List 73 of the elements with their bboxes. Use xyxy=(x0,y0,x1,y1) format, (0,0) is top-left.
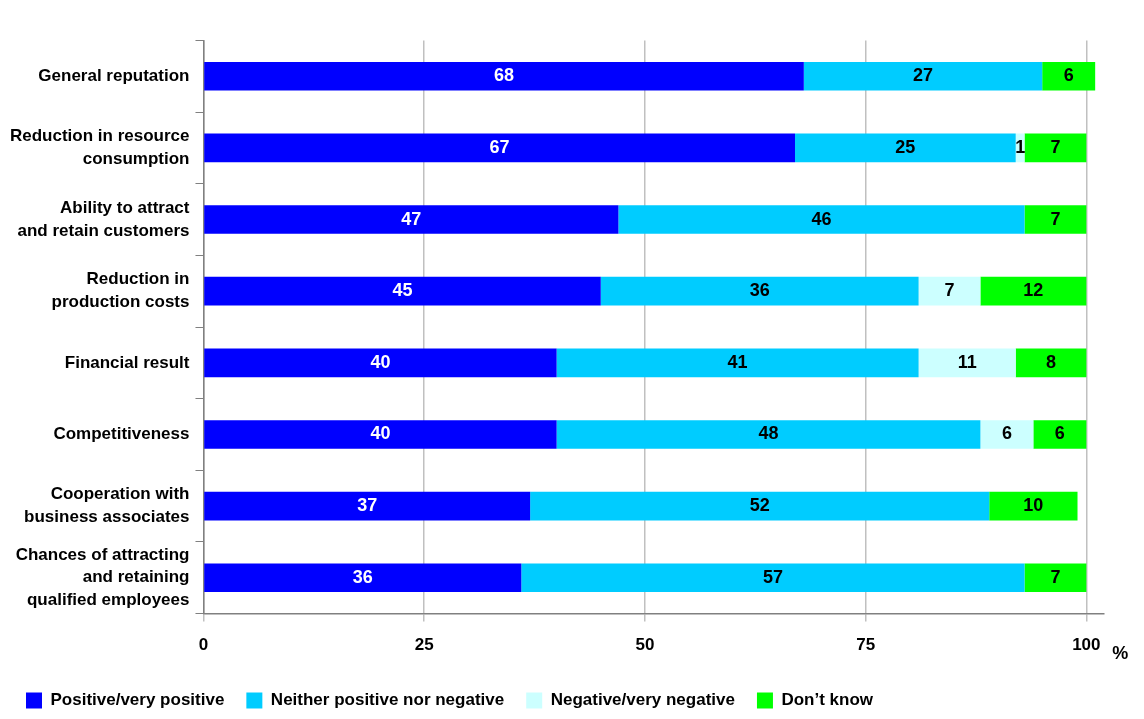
data-label: 6 xyxy=(1054,423,1065,444)
x-axis-title: % xyxy=(1112,642,1129,663)
bar xyxy=(1024,563,1087,593)
data-label: 7 xyxy=(944,280,955,301)
bar xyxy=(803,61,1043,91)
legend-label: Positive/very positive xyxy=(50,690,225,710)
data-label: 11 xyxy=(957,351,977,372)
bar xyxy=(204,491,531,521)
bar xyxy=(1042,61,1096,91)
bar xyxy=(918,276,981,306)
data-label: 36 xyxy=(352,566,373,587)
data-label: 48 xyxy=(758,423,779,444)
bar xyxy=(204,348,557,378)
x-tick-label: 100 xyxy=(1072,635,1101,655)
data-label: 37 xyxy=(357,495,378,516)
bar xyxy=(980,420,1034,449)
data-label: 46 xyxy=(811,208,832,229)
x-tick-label: 25 xyxy=(414,635,434,655)
data-label: 7 xyxy=(1050,136,1061,157)
data-label: 67 xyxy=(489,136,510,157)
data-label: 52 xyxy=(749,495,770,516)
legend-label: Don’t know xyxy=(781,690,874,710)
y-tick-label: Reduction in resource consumption xyxy=(10,126,190,169)
y-tick-label: Reduction in production costs xyxy=(51,269,190,312)
legend-label: Neither positive nor negative xyxy=(270,690,505,710)
data-label: 47 xyxy=(401,208,422,229)
bar xyxy=(918,348,1016,378)
bar xyxy=(618,205,1025,234)
bar xyxy=(204,563,522,593)
bar xyxy=(530,491,990,521)
bar xyxy=(980,276,1087,306)
y-tick-label: Chances of attracting and retaining qualified employees xyxy=(15,544,190,610)
data-label: 7 xyxy=(1050,566,1061,587)
bar xyxy=(521,563,1025,593)
data-label: 8 xyxy=(1046,351,1057,372)
x-tick-label: 50 xyxy=(635,635,655,655)
data-label: 7 xyxy=(1050,208,1061,229)
x-tick-label: 75 xyxy=(856,635,876,655)
bar xyxy=(1015,348,1087,378)
bar xyxy=(204,420,557,449)
bar xyxy=(1024,205,1087,234)
bar xyxy=(989,491,1078,521)
data-label: 6 xyxy=(1063,65,1074,86)
data-label: 57 xyxy=(762,566,783,587)
y-tick-label: Competitiveness xyxy=(53,424,190,444)
data-label: 12 xyxy=(1023,280,1044,301)
bar xyxy=(204,205,619,234)
y-tick-label: Financial result xyxy=(64,352,190,372)
x-tick-label: 0 xyxy=(198,635,209,655)
y-tick-label: Cooperation with business associates xyxy=(24,484,190,527)
bar xyxy=(204,61,804,91)
bar xyxy=(556,420,981,449)
bar xyxy=(600,276,919,306)
data-label: 40 xyxy=(370,351,391,372)
y-tick-label: General reputation xyxy=(38,65,190,85)
data-label: 41 xyxy=(727,351,748,372)
data-label: 68 xyxy=(494,65,515,86)
data-label: 45 xyxy=(392,280,413,301)
bar xyxy=(1033,420,1087,449)
bar xyxy=(204,276,601,306)
bar xyxy=(204,133,795,163)
bar xyxy=(795,133,1016,163)
data-label: 10 xyxy=(1023,495,1044,516)
data-label: 6 xyxy=(1001,423,1012,444)
y-tick-label: Ability to attract and retain customers xyxy=(17,197,190,240)
data-label: 27 xyxy=(913,65,934,86)
bar xyxy=(556,348,919,378)
legend-label: Negative/very negative xyxy=(550,690,735,710)
data-label: 1 xyxy=(1015,136,1026,157)
data-label: 40 xyxy=(370,423,391,444)
data-label: 25 xyxy=(895,136,916,157)
data-label: 36 xyxy=(749,280,770,301)
bar xyxy=(1024,133,1087,163)
